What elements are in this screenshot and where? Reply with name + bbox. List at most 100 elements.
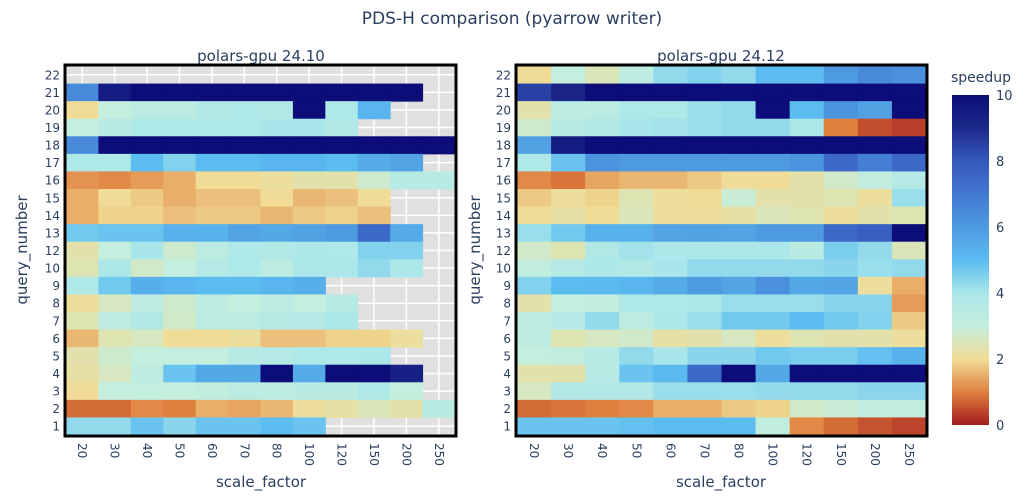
heatmap-cell[interactable] [891, 101, 927, 120]
heatmap-cell[interactable] [789, 364, 825, 383]
heatmap-cell[interactable] [891, 118, 927, 137]
heatmap-cell[interactable] [585, 153, 620, 172]
heatmap-cell[interactable] [653, 101, 688, 120]
heatmap-cell[interactable] [325, 399, 359, 418]
heatmap-cell[interactable] [517, 101, 552, 120]
heatmap-cell[interactable] [653, 347, 688, 366]
heatmap-cell[interactable] [163, 136, 197, 155]
heatmap-cell[interactable] [517, 276, 552, 295]
heatmap-cell[interactable] [195, 364, 229, 383]
heatmap-cell[interactable] [823, 118, 859, 137]
heatmap-cell[interactable] [687, 276, 722, 295]
heatmap-cell[interactable] [789, 312, 825, 331]
heatmap-cell[interactable] [130, 224, 164, 243]
heatmap-cell[interactable] [551, 101, 586, 120]
heatmap-cell[interactable] [789, 294, 825, 313]
heatmap-cell[interactable] [721, 66, 757, 85]
heatmap-cell[interactable] [585, 101, 620, 120]
heatmap-cell[interactable] [260, 171, 294, 190]
heatmap-cell[interactable] [260, 153, 294, 172]
heatmap-cell[interactable] [422, 136, 456, 155]
heatmap-cell[interactable] [891, 312, 927, 331]
heatmap-cell[interactable] [228, 399, 261, 418]
heatmap-cell[interactable] [422, 399, 456, 418]
heatmap-cell[interactable] [857, 399, 893, 418]
heatmap-cell[interactable] [789, 153, 825, 172]
heatmap-cell[interactable] [891, 241, 927, 260]
heatmap-cell[interactable] [789, 347, 825, 366]
heatmap-cell[interactable] [517, 241, 552, 260]
heatmap-cell[interactable] [551, 382, 586, 401]
heatmap-cell[interactable] [721, 153, 757, 172]
heatmap-cell[interactable] [292, 101, 326, 120]
heatmap-cell[interactable] [66, 101, 99, 120]
heatmap-cell[interactable] [228, 294, 261, 313]
heatmap-cell[interactable] [260, 399, 294, 418]
heatmap-cell[interactable] [551, 206, 586, 225]
heatmap-cell[interactable] [517, 153, 552, 172]
heatmap-cell[interactable] [130, 294, 164, 313]
heatmap-cell[interactable] [163, 101, 197, 120]
heatmap-cell[interactable] [789, 399, 825, 418]
heatmap-cell[interactable] [98, 259, 132, 278]
heatmap-cell[interactable] [325, 171, 359, 190]
heatmap-cell[interactable] [585, 329, 620, 348]
heatmap-cell[interactable] [619, 347, 654, 366]
heatmap-cell[interactable] [195, 189, 229, 208]
heatmap-cell[interactable] [857, 259, 893, 278]
heatmap-cell[interactable] [823, 101, 859, 120]
heatmap-cell[interactable] [619, 417, 654, 436]
heatmap-cell[interactable] [721, 206, 757, 225]
heatmap-cell[interactable] [163, 382, 197, 401]
heatmap-cell[interactable] [551, 294, 586, 313]
heatmap-cell[interactable] [585, 312, 620, 331]
heatmap-cell[interactable] [163, 276, 197, 295]
heatmap-cell[interactable] [66, 329, 99, 348]
heatmap-cell[interactable] [66, 382, 99, 401]
heatmap-cell[interactable] [789, 417, 825, 436]
heatmap-cell[interactable] [721, 382, 757, 401]
heatmap-cell[interactable] [195, 224, 229, 243]
heatmap-cell[interactable] [260, 118, 294, 137]
heatmap-cell[interactable] [66, 294, 99, 313]
heatmap-cell[interactable] [823, 206, 859, 225]
heatmap-cell[interactable] [517, 171, 552, 190]
heatmap-cell[interactable] [357, 329, 391, 348]
heatmap-cell[interactable] [823, 153, 859, 172]
heatmap-cell[interactable] [66, 224, 99, 243]
heatmap-cell[interactable] [755, 136, 791, 155]
heatmap-cell[interactable] [130, 329, 164, 348]
heatmap-cell[interactable] [130, 259, 164, 278]
heatmap-cell[interactable] [228, 83, 261, 102]
heatmap-cell[interactable] [292, 224, 326, 243]
heatmap-cell[interactable] [687, 312, 722, 331]
heatmap-cell[interactable] [66, 189, 99, 208]
heatmap-cell[interactable] [325, 241, 359, 260]
heatmap-cell[interactable] [857, 224, 893, 243]
heatmap-cell[interactable] [721, 171, 757, 190]
heatmap-cell[interactable] [163, 312, 197, 331]
heatmap-cell[interactable] [585, 189, 620, 208]
heatmap-cell[interactable] [260, 136, 294, 155]
heatmap-cell[interactable] [66, 312, 99, 331]
heatmap-cell[interactable] [823, 259, 859, 278]
heatmap-cell[interactable] [98, 118, 132, 137]
heatmap-cell[interactable] [422, 171, 456, 190]
heatmap-cell[interactable] [292, 241, 326, 260]
heatmap-cell[interactable] [98, 417, 132, 436]
heatmap-cell[interactable] [891, 83, 927, 102]
heatmap-cell[interactable] [789, 224, 825, 243]
heatmap-cell[interactable] [585, 294, 620, 313]
heatmap-cell[interactable] [823, 136, 859, 155]
heatmap-cell[interactable] [357, 153, 391, 172]
heatmap-cell[interactable] [130, 364, 164, 383]
heatmap-cell[interactable] [163, 241, 197, 260]
heatmap-cell[interactable] [357, 206, 391, 225]
heatmap-cell[interactable] [653, 259, 688, 278]
heatmap-cell[interactable] [195, 382, 229, 401]
heatmap-cell[interactable] [228, 347, 261, 366]
heatmap-cell[interactable] [789, 382, 825, 401]
heatmap-cell[interactable] [98, 241, 132, 260]
heatmap-cell[interactable] [823, 276, 859, 295]
heatmap-cell[interactable] [653, 189, 688, 208]
